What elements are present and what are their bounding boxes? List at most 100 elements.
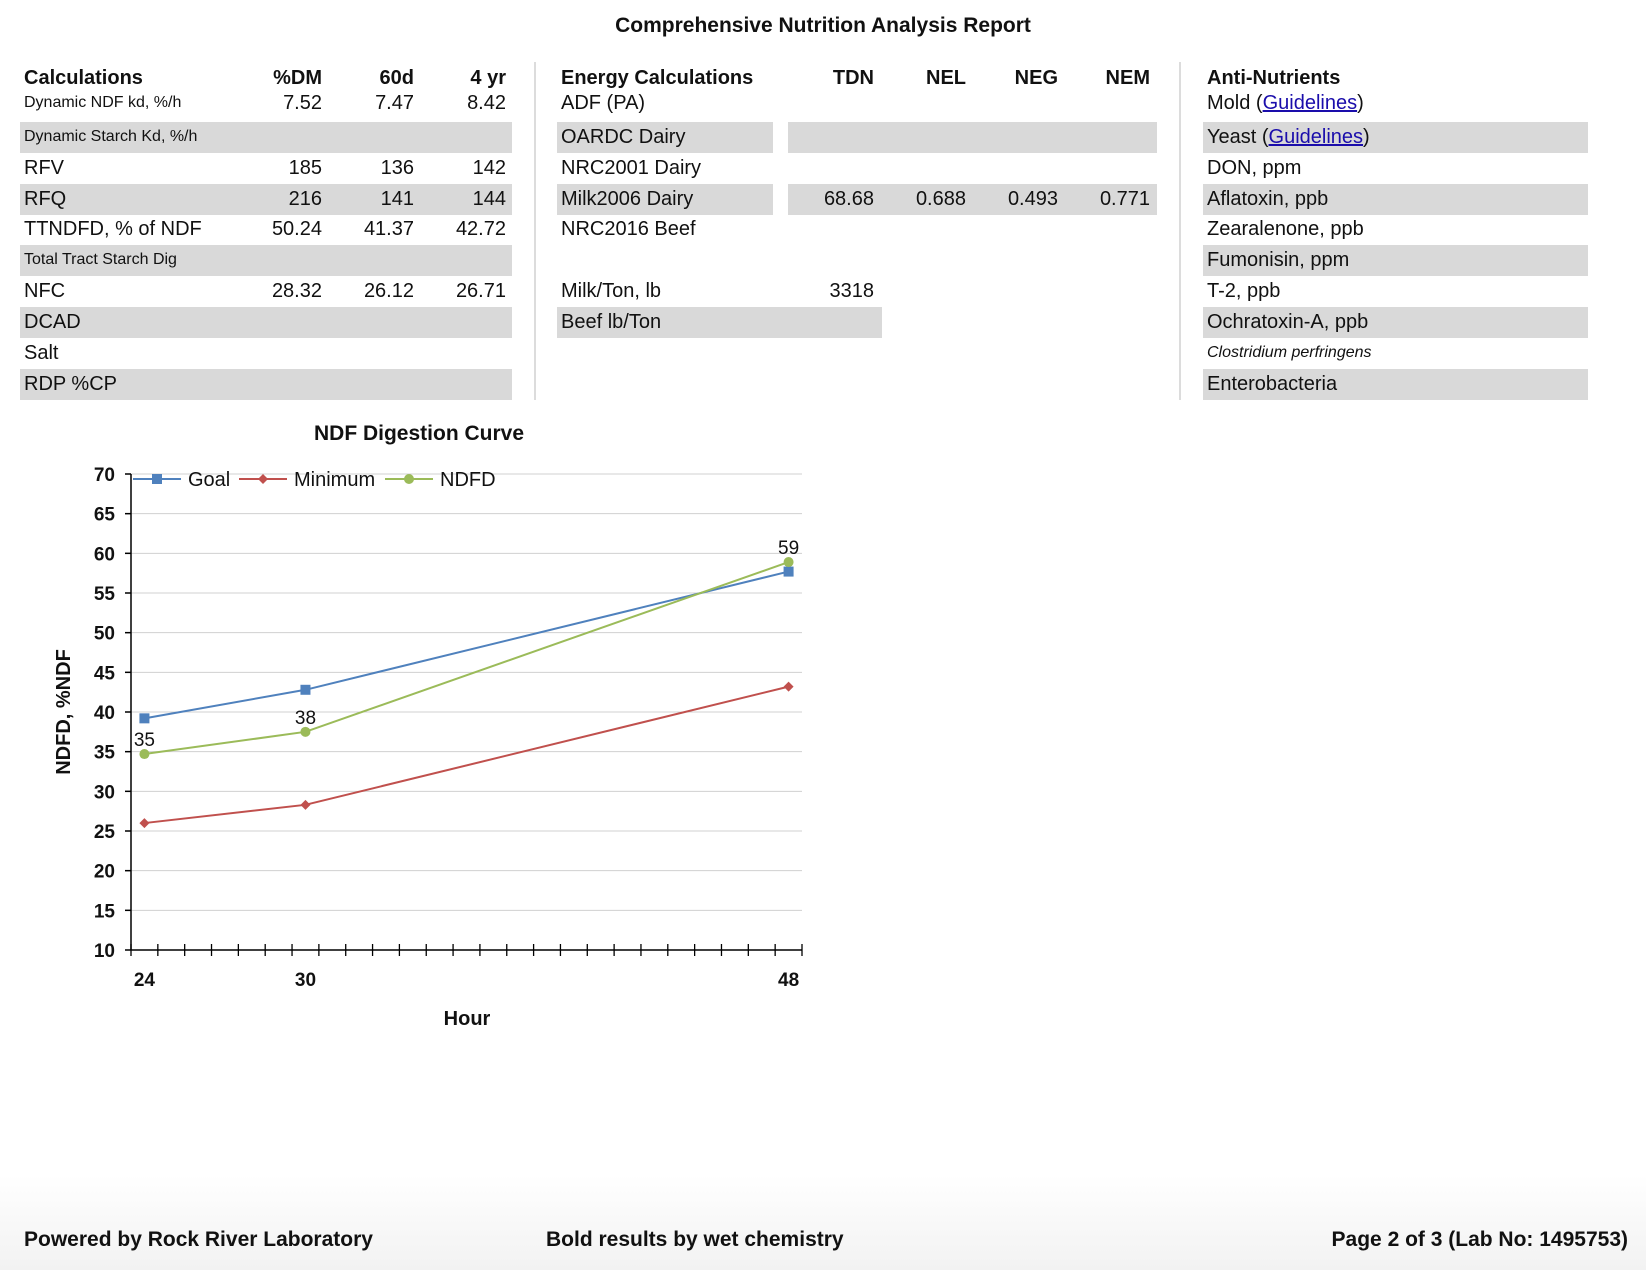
calc-cell-value: 41.37 [363,218,414,240]
row-band [20,369,512,400]
y-tick-label: 10 [94,941,115,962]
energy-row-label: ADF (PA) [561,92,646,114]
energy-cell-value [874,122,966,152]
calculations-header: Calculations [24,67,143,89]
row-band [788,184,1157,215]
energy-row-label: NRC2016 Beef [561,218,696,240]
y-tick-label: 65 [94,505,116,526]
energy-cell-value [1058,153,1150,183]
calc-row-label: Total Tract Starch Dig [24,251,177,268]
calc-cell-value [414,245,506,275]
data-label: 59 [778,538,799,559]
report-title: Comprehensive Nutrition Analysis Report [615,14,1031,37]
y-axis-label: NDFD, %NDF [53,649,75,775]
row-band [20,184,512,215]
data-point [139,749,150,760]
anti-nutrient-label: DON, ppm [1207,157,1302,179]
anti-nutrients-header: Anti-Nutrients [1207,67,1341,89]
chart-title: NDF Digestion Curve [314,422,524,445]
x-tick-label: 24 [134,970,156,991]
60d-column-header: 60d [379,67,414,89]
footer-bold-note: Bold results by wet chemistry [546,1228,844,1251]
y-tick-label: 70 [94,465,115,486]
data-label: 35 [134,730,155,751]
anti-nutrient-row: Fumonisin, ppm [1207,245,1349,275]
energy-cell-value [966,88,1058,118]
calc-row-label: TTNDFD, % of NDF [24,218,202,240]
energy-row-label: Beef lb/Ton [561,311,662,333]
x-tick-label: 48 [778,970,799,991]
row-band [557,122,773,153]
energy-cell-value: 0.688 [915,188,966,210]
calc-row-label: RFQ [24,188,67,210]
paren-close: ) [1357,92,1364,114]
dm-column-header: %DM [273,67,322,89]
anti-nutrient-label: Enterobacteria [1207,373,1338,395]
data-point [152,474,162,484]
calc-cell-value [232,245,322,275]
calc-cell-value: 144 [472,188,506,210]
tdn-column-header: TDN [832,67,874,89]
energy-cell-value [782,214,874,244]
series-line-goal [144,570,789,720]
data-point [783,566,794,577]
anti-nutrient-row: DON, ppm [1207,153,1301,183]
calc-row-label: Dynamic Starch Kd, %/h [24,128,198,145]
energy-cell-value: 68.68 [823,188,874,210]
data-point [783,557,794,568]
footer-page-number: Page 2 of 3 (Lab No: 1495753) [1331,1228,1628,1251]
anti-nutrient-row: Ochratoxin-A, ppb [1207,307,1368,337]
energy-cell-value: 3318 [829,280,875,302]
calc-cell-value: 28.32 [271,280,322,302]
energy-cell-value [782,88,874,118]
anti-nutrient-label: Aflatoxin, ppb [1207,188,1329,210]
row-band [788,122,1157,153]
row-band [1203,184,1588,215]
anti-nutrient-label: Ochratoxin-A, ppb [1207,311,1369,333]
footer-powered-by: Powered by Rock River Laboratory [24,1228,373,1251]
nem-column-header: NEM [1105,67,1150,89]
column-separator [1179,62,1181,400]
anti-nutrient-row: Zearalenone, ppb [1207,214,1364,244]
row-band [1203,307,1588,338]
y-tick-label: 40 [94,703,115,724]
energy-cell-value: 0.771 [1099,188,1150,210]
calc-cell-value: 26.12 [363,280,414,302]
data-point [783,681,794,692]
x-tick-label: 30 [295,970,316,991]
guidelines-link[interactable]: Guidelines [1262,92,1358,114]
energy-cell-value [1058,88,1150,118]
row-band [1203,245,1588,276]
series-line-minimum [144,685,789,825]
y-tick-label: 60 [94,544,115,565]
row-band [557,184,773,215]
row-band [20,307,512,338]
calc-cell-value: 8.42 [467,92,506,114]
y-tick-label: 20 [94,862,115,883]
calc-row-label: NFC [24,280,66,302]
calc-cell-value [322,122,414,152]
guidelines-link[interactable]: Guidelines [1268,126,1364,148]
calc-cell-value [232,369,322,399]
energy-cell-value [782,153,874,183]
energy-cell-value [966,214,1058,244]
calc-cell-value [232,338,322,368]
calc-row-label: RFV [24,157,64,179]
energy-cell-value [874,214,966,244]
calc-cell-value [232,307,322,337]
data-point [139,713,150,724]
data-point [404,474,414,484]
calc-cell-value [322,369,414,399]
paren-open: ( [1250,92,1263,114]
legend-entry: Goal [188,469,230,491]
row-band [1203,122,1588,153]
data-point [300,726,311,737]
calc-row-label: Dynamic NDF kd, %/h [24,94,182,111]
paren-open: ( [1256,126,1269,148]
calc-cell-value: 50.24 [271,218,322,240]
column-separator [534,62,536,400]
energy-row-label: OARDC Dairy [561,126,686,148]
calc-cell-value [414,122,506,152]
anti-nutrient-label: T-2, ppb [1207,280,1281,302]
energy-cell-value [1058,122,1150,152]
